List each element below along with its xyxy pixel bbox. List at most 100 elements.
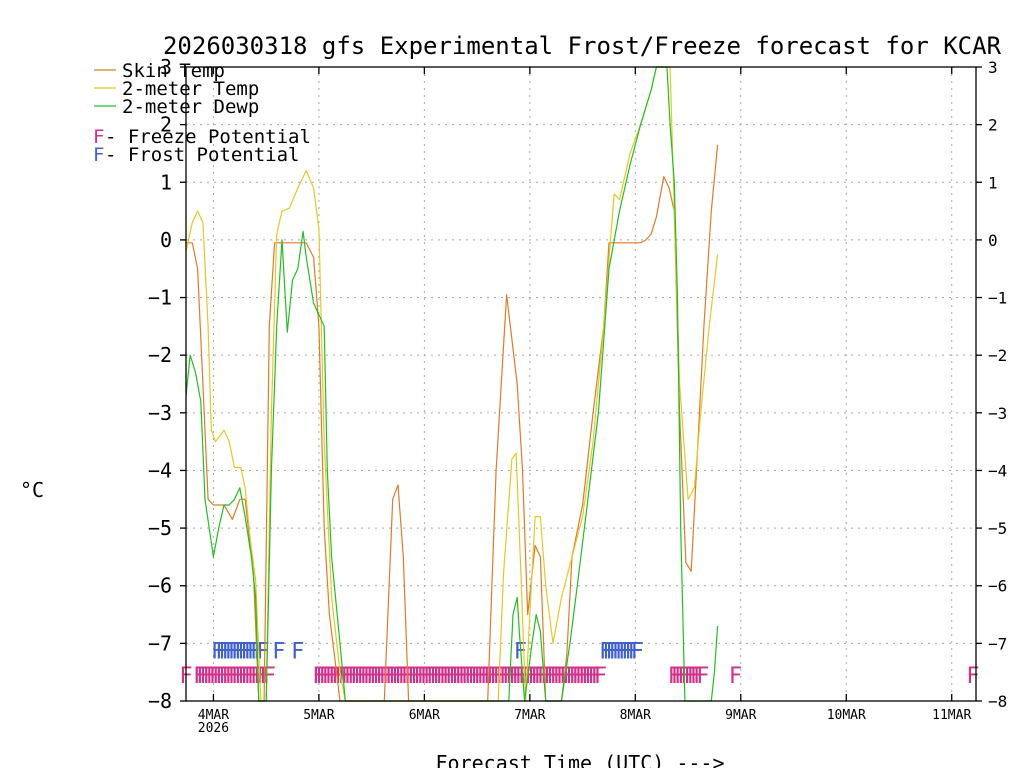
y-tick-label: −1 [148, 286, 172, 310]
freeze-mark: F [209, 664, 222, 689]
freeze-mark: F [512, 664, 525, 689]
frost-mark: F [228, 639, 241, 664]
freeze-mark: F [572, 664, 585, 689]
frost-mark: F [631, 639, 644, 664]
y-axis-label: °C [20, 478, 44, 502]
freeze-mark: F [218, 664, 231, 689]
freeze-mark: F [439, 664, 452, 689]
x-tick-label: 8MAR [620, 708, 651, 723]
frost-mark: F [599, 639, 612, 664]
x-tick-label: 9MAR [725, 708, 756, 723]
y-tick-label-right: −4 [988, 461, 1007, 480]
frost-mark: F [218, 639, 231, 664]
legend-label: 2-meter Dewp [122, 96, 259, 118]
freeze-mark: F [196, 664, 209, 689]
frost-mark: F [225, 639, 238, 664]
freeze-mark: F [467, 664, 480, 689]
freeze-mark: F [461, 664, 474, 689]
freeze-mark: F [455, 664, 468, 689]
freeze-mark: F [222, 664, 235, 689]
x-tick-label: 4MAR [198, 708, 229, 723]
freeze-mark: F [322, 664, 335, 689]
freeze-mark: F [591, 664, 604, 689]
freeze-mark: F [565, 664, 578, 689]
y-tick-label: −3 [148, 401, 172, 425]
y-axis-ticks: −8 −8 −7 −7 −6 −6 −5 −5 −4 −4 −3 −3 −2 −2 −1 −1 0 0 1 1 2 2 3 3 [148, 55, 1007, 713]
y-tick-label-right: 1 [988, 173, 998, 192]
freeze-mark: F [527, 664, 540, 689]
frost-mark: F [244, 639, 257, 664]
y-tick-label-right: −7 [988, 634, 1007, 653]
freeze-mark: F [445, 664, 458, 689]
freeze-mark: F [228, 664, 241, 689]
freeze-mark: F [543, 664, 556, 689]
freeze-mark: F [388, 664, 401, 689]
freeze-mark: F [414, 664, 427, 689]
freeze-mark: F [407, 664, 420, 689]
freeze-mark: F [237, 664, 250, 689]
freeze-mark: F [687, 664, 700, 689]
frost-mark: F [234, 639, 247, 664]
freeze-mark: F [448, 664, 461, 689]
y-tick-label-right: −6 [988, 577, 1007, 596]
freeze-mark: F [423, 664, 436, 689]
freeze-mark: F [729, 664, 742, 689]
freeze-mark: F [363, 664, 376, 689]
legend-label: Skin Temp [122, 60, 225, 82]
freeze-mark: F [347, 664, 360, 689]
frost-mark: F [237, 639, 250, 664]
legend-marker-label: - Frost Potential [105, 144, 299, 166]
y-tick-label-right: −5 [988, 519, 1007, 538]
series-line-skin-temp [186, 144, 719, 702]
freeze-mark: F [546, 664, 559, 689]
freeze-mark: F [693, 664, 706, 689]
frost-mark: F [605, 639, 618, 664]
freeze-mark: F [247, 664, 260, 689]
freeze-mark: F [360, 664, 373, 689]
freeze-mark: F [458, 664, 471, 689]
freeze-mark: F [696, 664, 709, 689]
freeze-mark: F [325, 664, 338, 689]
freeze-mark: F [671, 664, 684, 689]
freeze-mark: F [966, 664, 979, 689]
frost-mark: F [291, 639, 304, 664]
freeze-mark: F [684, 664, 697, 689]
freeze-mark: F [553, 664, 566, 689]
freeze-mark: F [244, 664, 257, 689]
legend-marker: F [93, 126, 104, 148]
frost-mark: F [602, 639, 615, 664]
freeze-mark: F [569, 664, 582, 689]
frost-mark: F [612, 639, 625, 664]
y-tick-label: 1 [160, 170, 172, 194]
freeze-mark: F [464, 664, 477, 689]
chart-title: 2026030318 gfs Experimental Frost/Freeze… [163, 32, 1002, 60]
frost-mark: F [222, 639, 235, 664]
frost-mark: F [256, 639, 269, 664]
freeze-mark: F [391, 664, 404, 689]
freeze-mark: F [584, 664, 597, 689]
y-tick-label-right: −1 [988, 289, 1007, 308]
frost-mark: F [272, 639, 285, 664]
frost-mark: F [215, 639, 228, 664]
y-tick-label-right: −2 [988, 346, 1007, 365]
freeze-mark: F [193, 664, 206, 689]
freeze-mark: F [594, 664, 607, 689]
freeze-mark: F [353, 664, 366, 689]
freeze-mark: F [550, 664, 563, 689]
freeze-mark: F [474, 664, 487, 689]
freeze-mark: F [486, 664, 499, 689]
freeze-mark: F [499, 664, 512, 689]
x-tick-label: 6MAR [409, 708, 440, 723]
freeze-mark: F [575, 664, 588, 689]
frost-mark: F [615, 639, 628, 664]
freeze-mark: F [417, 664, 430, 689]
freeze-mark: F [531, 664, 544, 689]
freeze-mark: F [357, 664, 370, 689]
frost-mark: F [241, 639, 254, 664]
gridlines [186, 67, 976, 701]
freeze-mark: F [505, 664, 518, 689]
legend-label: 2-meter Temp [122, 78, 259, 100]
freeze-mark: F [442, 664, 455, 689]
x-tick-label: 11MAR [932, 708, 971, 723]
